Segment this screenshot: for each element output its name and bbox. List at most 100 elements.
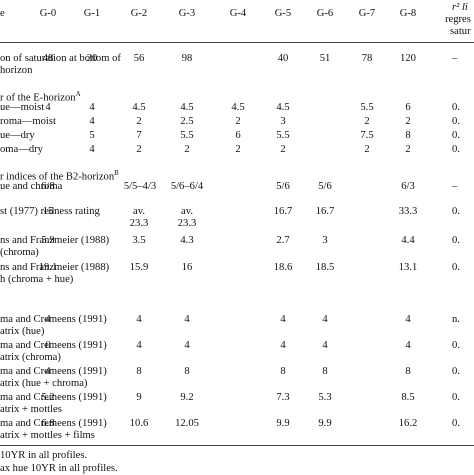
col-header: G-2: [130, 8, 148, 19]
cell-last: 0.: [452, 235, 460, 246]
cell: 98: [181, 53, 193, 64]
cell: 2: [136, 144, 142, 155]
cell: 4: [184, 314, 190, 325]
col-header: G-4: [229, 8, 247, 19]
cell: 6/3: [401, 181, 415, 192]
cell: 2.5: [180, 116, 194, 127]
cell: 0: [45, 340, 51, 351]
cell: 4: [136, 340, 142, 351]
cell: 16.2: [398, 418, 418, 429]
cell: 7: [136, 130, 142, 141]
cell: 10.6: [129, 418, 149, 429]
cell: 16: [181, 262, 193, 273]
cell: 5/6: [276, 181, 290, 192]
cell: 4.5: [132, 102, 146, 113]
cell: 5/6–6/4: [170, 181, 204, 192]
cell: 4: [89, 144, 95, 155]
col-header: G-6: [316, 8, 334, 19]
cell-last: 0.: [452, 102, 460, 113]
cell: 5.2: [41, 392, 55, 403]
cell: 8: [280, 366, 286, 377]
cell: 8: [405, 130, 411, 141]
col-header: G-5: [274, 8, 292, 19]
cell: 4: [89, 102, 95, 113]
cell-last: –: [452, 181, 458, 192]
cell: av.: [181, 206, 193, 217]
row-label: ma and Cremeens (1991): [0, 340, 107, 351]
cell: 5.3: [318, 392, 332, 403]
cell: 6: [405, 102, 411, 113]
row-label: ma and Cremeens (1991): [0, 314, 107, 325]
cell: 4: [405, 340, 411, 351]
cell: 2: [405, 144, 411, 155]
cell-last: n.: [452, 314, 460, 325]
cell: 15.9: [129, 262, 149, 273]
cell: av.: [133, 206, 145, 217]
cell: 3: [322, 235, 328, 246]
last-col-header-2: regres: [445, 14, 471, 25]
cell: 18.6: [273, 262, 293, 273]
row-label: ue—dry: [0, 130, 35, 141]
bottom-rule: [0, 445, 474, 446]
cell: 4: [322, 340, 328, 351]
cell: 2: [280, 144, 286, 155]
cell-last: 0.: [452, 366, 460, 377]
row-label: oma—dry: [0, 144, 43, 155]
cell: 19.1: [38, 262, 58, 273]
cell: 56: [133, 53, 145, 64]
top-rule: [0, 42, 474, 43]
row-label: ma and Cremeens (1991): [0, 366, 107, 377]
cell-last: 0.: [452, 262, 460, 273]
cell: 2: [136, 116, 142, 127]
cell: 4: [45, 314, 51, 325]
cell: 2: [235, 116, 241, 127]
cell: 18.5: [315, 262, 335, 273]
cell: 4.5: [180, 102, 194, 113]
cell-last: 0.: [452, 116, 460, 127]
cell: 33.3: [398, 206, 418, 217]
row-label: ma and Cremeens (1991): [0, 418, 107, 429]
cell: 8: [322, 366, 328, 377]
cell: 4.5: [276, 102, 290, 113]
cell: 8.5: [401, 392, 415, 403]
cell: 9.2: [180, 392, 194, 403]
cell: 3.5: [132, 235, 146, 246]
row-label: horizon: [0, 65, 33, 76]
cell: 2: [364, 116, 370, 127]
col-header: G-1: [83, 8, 101, 19]
cell: 5/6: [318, 181, 332, 192]
col-header: G-7: [358, 8, 376, 19]
row-label: atrix (hue + chroma): [0, 378, 88, 389]
cell-last: 0.: [452, 144, 460, 155]
row-label: ns and Franzmeier (1988): [0, 262, 110, 273]
cell: 2: [405, 116, 411, 127]
cell: 30: [86, 53, 98, 64]
cell: 2: [235, 144, 241, 155]
cell: 5.5: [360, 102, 374, 113]
row-label: ue and chroma: [0, 181, 63, 192]
cell: 23.3: [129, 218, 149, 229]
last-col-header-1: r² li: [452, 2, 468, 13]
cell: 4: [280, 314, 286, 325]
row-label: h (chroma + hue): [0, 274, 74, 285]
cell-last: 0.: [452, 392, 460, 403]
cell: 8: [405, 366, 411, 377]
cell: 6.8: [41, 418, 55, 429]
cell: 2: [184, 144, 190, 155]
cell: 40: [277, 53, 289, 64]
row-label: st (1977) redness rating: [0, 206, 100, 217]
cell: 48: [42, 53, 54, 64]
col-header: G-0: [39, 8, 57, 19]
cell: 5/5–4/3: [123, 181, 157, 192]
cell: 5: [89, 130, 95, 141]
row-label: roma—moist: [0, 116, 56, 127]
col-header: G-3: [178, 8, 196, 19]
cell: 4: [280, 340, 286, 351]
cell: 2: [364, 144, 370, 155]
footnote: ax hue 10YR in all profiles.: [0, 463, 118, 474]
cell: 5.9: [41, 235, 55, 246]
row-label: atrix + mottles: [0, 404, 62, 415]
cell: 16.7: [273, 206, 293, 217]
last-col-header-3: satur: [450, 26, 471, 37]
cell: 4.5: [231, 102, 245, 113]
